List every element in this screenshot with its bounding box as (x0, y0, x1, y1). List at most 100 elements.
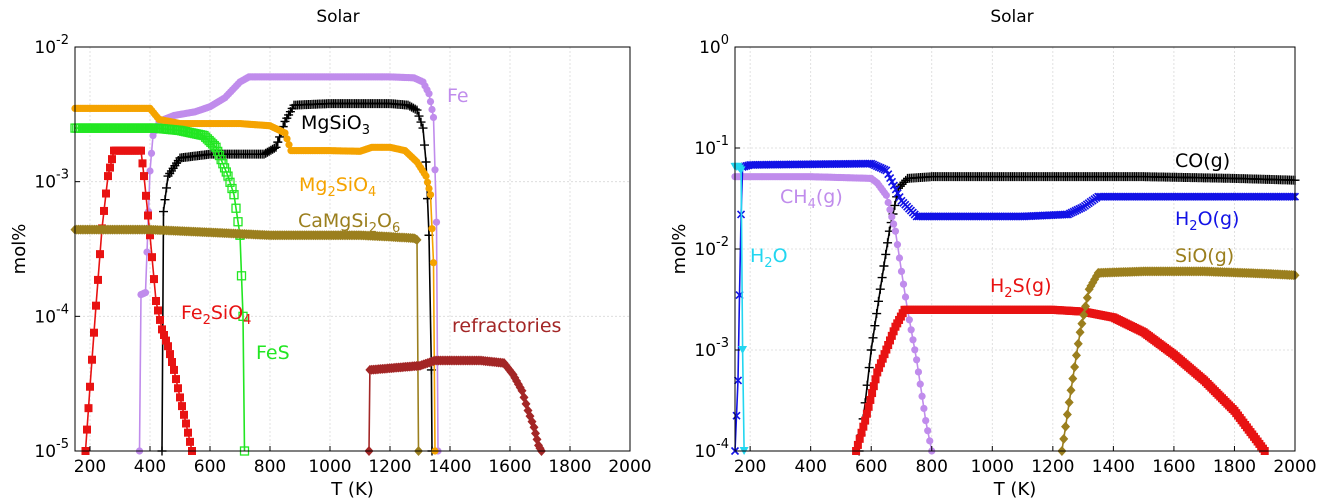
chart-title: Solar (990, 7, 1033, 27)
data-point (238, 311, 248, 321)
series-line (84, 149, 193, 452)
data-point (855, 434, 864, 443)
data-point (911, 346, 919, 354)
data-point (1071, 350, 1081, 361)
data-point (283, 135, 291, 143)
x-tick-label: 1800 (548, 457, 591, 477)
data-point (905, 316, 913, 324)
data-point (864, 363, 874, 373)
data-point (162, 336, 170, 345)
data-point (423, 178, 432, 186)
data-point (857, 428, 866, 437)
data-point (875, 363, 884, 372)
data-point (150, 275, 158, 284)
data-point (884, 340, 893, 349)
data-point (416, 117, 426, 127)
data-point (889, 327, 898, 336)
data-point (269, 143, 279, 153)
x-tick-label: 1200 (1031, 457, 1074, 477)
data-point (890, 220, 898, 228)
data-point (428, 225, 436, 233)
data-point (166, 350, 174, 359)
data-point (880, 350, 889, 359)
series-label: Fe2SiO4 (181, 302, 251, 328)
series-h2o-g-: H2O(g) (730, 159, 1300, 456)
data-point (156, 315, 164, 324)
markers (852, 305, 1269, 455)
series-mg2sio4: Mg2SiO4 (71, 104, 439, 455)
data-point (429, 259, 438, 267)
series-fe2sio4: Fe2SiO4 (81, 146, 251, 455)
data-point (879, 261, 889, 271)
data-point (412, 234, 422, 245)
data-point (421, 157, 431, 167)
x-tick-label: 1400 (428, 457, 471, 477)
data-point (142, 191, 150, 200)
series-label: H2O (750, 245, 788, 271)
data-point (180, 410, 188, 419)
data-point (864, 402, 873, 411)
data-point (871, 375, 880, 384)
data-point (229, 190, 239, 200)
data-point (873, 296, 883, 306)
data-point (285, 141, 293, 149)
series-line (75, 107, 436, 452)
data-point (162, 183, 171, 193)
y-tick-label: 10-3 (694, 336, 729, 361)
series-label: Mg2SiO4 (299, 174, 376, 200)
data-point (1073, 338, 1083, 349)
data-point (412, 105, 422, 115)
series-label: SiO(g) (1175, 245, 1234, 267)
data-point (106, 163, 114, 172)
data-point (182, 419, 190, 428)
series-refractories: refractories (364, 315, 561, 456)
data-point (738, 346, 748, 354)
data-point (918, 392, 926, 400)
data-point (1082, 292, 1092, 303)
data-point (1064, 397, 1074, 408)
data-point (1066, 385, 1076, 396)
data-point (426, 191, 435, 199)
data-point (233, 217, 243, 227)
data-point (1289, 192, 1298, 201)
data-point (895, 254, 904, 262)
data-point (88, 355, 96, 364)
data-point (1068, 373, 1078, 384)
data-point (160, 330, 168, 339)
data-point (736, 166, 746, 175)
series-line (75, 127, 246, 452)
data-point (882, 191, 890, 199)
data-point (428, 105, 436, 114)
x-tick-label: 1600 (488, 457, 531, 477)
y-axis-label: mol% (669, 224, 690, 275)
markers (70, 224, 423, 456)
data-point (410, 104, 420, 114)
markers (730, 159, 1300, 456)
data-point (1070, 362, 1080, 373)
data-point (108, 155, 116, 164)
data-point (281, 129, 289, 137)
x-tick-label: 800 (916, 457, 948, 477)
data-point (870, 321, 880, 331)
data-point (1061, 421, 1071, 432)
series-camgsi2o6: CaMgSi2O6 (70, 210, 423, 456)
data-point (907, 326, 915, 334)
data-point (160, 195, 170, 205)
data-point (901, 293, 910, 301)
data-point (420, 140, 429, 150)
data-point (152, 296, 160, 305)
data-point (154, 306, 162, 315)
markers (1057, 266, 1300, 456)
series-label: CO(g) (1175, 150, 1230, 172)
data-point (426, 98, 435, 106)
series-sio-g-: SiO(g) (1057, 245, 1300, 456)
data-point (172, 375, 180, 384)
data-point (899, 280, 908, 288)
data-point (90, 328, 98, 337)
data-point (877, 273, 887, 283)
x-tick-label: 200 (734, 457, 766, 477)
data-point (273, 137, 283, 147)
data-point (1062, 409, 1072, 420)
data-point (876, 359, 885, 368)
data-point (170, 365, 178, 374)
